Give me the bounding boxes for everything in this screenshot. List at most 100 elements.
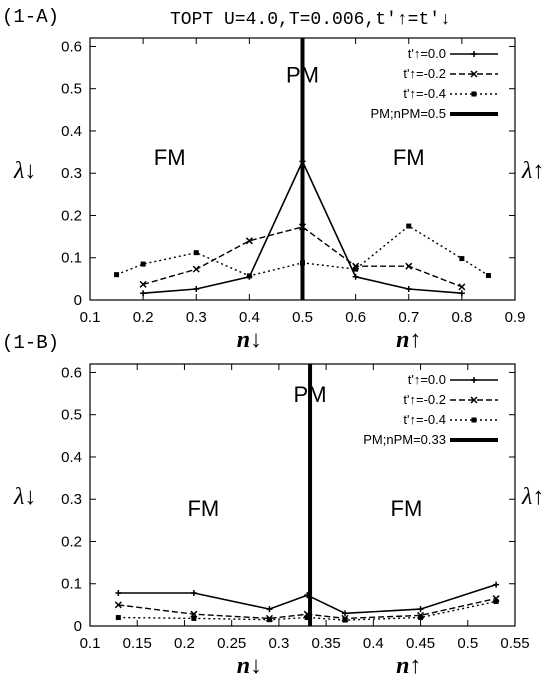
legend-swatch-marker: [470, 396, 478, 404]
figure-title: TOPT U=4.0,T=0.006,t'↑=t'↓: [170, 10, 451, 30]
data-point: [114, 272, 120, 278]
data-point: [191, 615, 197, 621]
chart-panel-1a: 00.10.20.30.40.50.60.1 0.2 0.3 0.4 0.5 0.6 0.7…: [2, 6, 544, 353]
y-tick-label: 0.2: [61, 533, 82, 550]
panel-label: (1-B): [2, 332, 59, 354]
chart-panel-1b: 00.10.20.30.40.50.60.1 0.15 0.2 0.25 0.3 0.35…: [2, 332, 544, 679]
legend-swatch-marker: [471, 417, 477, 423]
legend-label: PM;nPM=0.33: [363, 432, 446, 447]
data-point: [458, 290, 465, 297]
y-axis-label-left: λ↓: [13, 484, 36, 510]
data-point: [418, 615, 424, 621]
legend-label: t'↑=-0.4: [403, 412, 446, 427]
legend-swatch-marker: [471, 91, 477, 97]
data-point: [193, 250, 199, 256]
data-point: [304, 615, 310, 621]
x-tick-label: 0.5: [457, 635, 478, 652]
data-point: [405, 262, 413, 270]
legend-swatch-marker: [470, 70, 478, 78]
panel-label: (1-A): [2, 6, 59, 28]
x-tick-label: 0.1: [80, 635, 101, 652]
legend-label: t'↑=0.0: [408, 372, 446, 387]
series-dotted: [115, 598, 499, 623]
data-point: [459, 256, 465, 262]
legend-swatch-marker: [471, 51, 477, 57]
data-point: [140, 261, 146, 267]
legend: t'↑=0.0 t'↑=-0.2 t'↑=-0.4 PM;nPM=0.33: [363, 372, 498, 447]
x-tick-label: 0.3: [268, 635, 289, 652]
region-label: FM: [187, 496, 219, 521]
data-point: [266, 606, 273, 613]
data-point: [193, 286, 200, 293]
data-point: [458, 283, 466, 291]
x-tick-label: 0.6: [345, 309, 366, 326]
x-axis-label-right: n↑: [396, 327, 421, 353]
legend: t'↑=0.0 t'↑=-0.2 t'↑=-0.4 PM;nPM=0.5: [370, 46, 498, 121]
y-tick-label: 0.6: [61, 364, 82, 381]
plot-frame: [89, 363, 516, 627]
x-axis-label-left: n↓: [237, 327, 262, 353]
x-tick-label: 0.45: [406, 635, 435, 652]
data-point: [353, 266, 359, 272]
data-point: [114, 601, 122, 609]
x-axis-label-right: n↑: [396, 653, 421, 679]
x-tick-label: 0.7: [398, 309, 419, 326]
legend-label: t'↑=0.0: [408, 46, 446, 61]
region-label: FM: [391, 496, 423, 521]
data-point: [417, 606, 424, 613]
data-point: [493, 581, 500, 588]
legend-label: t'↑=-0.4: [403, 86, 446, 101]
x-tick-label: 0.2: [133, 309, 154, 326]
legend-swatch-marker: [471, 377, 477, 383]
data-point: [139, 280, 147, 288]
data-point: [192, 265, 200, 273]
data-point: [352, 273, 359, 280]
data-point: [266, 617, 272, 623]
x-axis-label-left: n↓: [237, 653, 262, 679]
series-solid: [115, 581, 500, 617]
data-point: [406, 223, 412, 229]
y-tick-label: 0.5: [61, 407, 82, 424]
x-tick-label: 0.4: [239, 309, 260, 326]
y-axis-label-right: λ↑: [521, 484, 544, 510]
y-tick-label: 0: [74, 618, 82, 635]
y-tick-label: 0.1: [61, 250, 82, 267]
y-tick-label: 0.2: [61, 207, 82, 224]
data-point: [405, 286, 412, 293]
x-tick-label: 0.8: [451, 309, 472, 326]
x-tick-label: 0.9: [505, 309, 526, 326]
x-tick-label: 0.5: [292, 309, 313, 326]
y-tick-label: 0.5: [61, 81, 82, 98]
x-tick-label: 0.1: [80, 309, 101, 326]
series-line: [118, 583, 497, 615]
y-tick-label: 0.4: [61, 449, 82, 466]
y-tick-label: 0: [74, 292, 82, 309]
x-tick-label: 0.4: [363, 635, 384, 652]
data-point: [246, 273, 252, 279]
legend-label: PM;nPM=0.5: [370, 106, 446, 121]
data-point: [493, 598, 499, 604]
data-point: [190, 590, 197, 597]
y-tick-label: 0.3: [61, 165, 82, 182]
y-axis-label-right: λ↑: [521, 158, 544, 184]
data-point: [342, 617, 348, 623]
legend-label: t'↑=-0.2: [403, 392, 446, 407]
legend-label: t'↑=-0.2: [403, 66, 446, 81]
y-tick-label: 0.1: [61, 576, 82, 593]
x-tick-label: 0.15: [123, 635, 152, 652]
x-tick-label: 0.25: [217, 635, 246, 652]
data-point: [245, 237, 253, 245]
region-label: FM: [154, 145, 186, 170]
x-tick-label: 0.3: [186, 309, 207, 326]
region-label: FM: [393, 145, 425, 170]
y-tick-label: 0.3: [61, 491, 82, 508]
data-point: [485, 272, 491, 278]
data-point: [115, 615, 121, 621]
data-point: [140, 290, 147, 297]
x-tick-label: 0.35: [312, 635, 341, 652]
y-axis-label-left: λ↓: [13, 158, 36, 184]
data-point: [115, 590, 122, 597]
x-tick-label: 0.55: [500, 635, 529, 652]
data-point: [342, 610, 348, 617]
